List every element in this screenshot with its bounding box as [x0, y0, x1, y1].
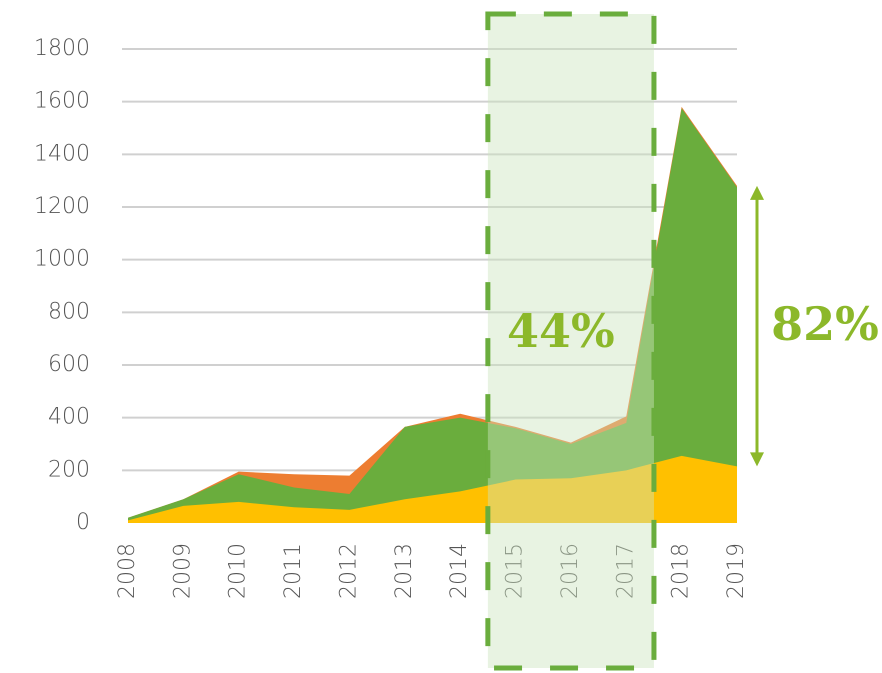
annotation: 44% — [507, 304, 615, 358]
y-tick-label: 800 — [48, 299, 90, 324]
x-tick-label: 2011 — [281, 543, 306, 599]
x-tick-label: 2010 — [226, 543, 251, 599]
arrow-head — [750, 452, 764, 467]
highlight-band — [485, 11, 657, 671]
arrow-head — [750, 185, 764, 200]
x-tick-label: 2012 — [336, 543, 361, 599]
annotation: 82% — [771, 297, 879, 351]
y-tick-label: 1800 — [34, 36, 90, 61]
y-tick-label: 0 — [76, 510, 90, 535]
x-tick-label: 2016 — [558, 543, 583, 599]
y-tick-label: 200 — [48, 457, 90, 482]
y-tick-label: 1400 — [34, 141, 90, 166]
x-tick-label: 2014 — [447, 543, 472, 599]
x-tick-label: 2009 — [170, 543, 195, 599]
y-tick-label: 400 — [48, 405, 90, 430]
y-tick-label: 600 — [48, 352, 90, 377]
x-tick-label: 2017 — [613, 543, 638, 599]
y-tick-label: 1000 — [34, 247, 90, 272]
x-tick-label: 2018 — [669, 543, 694, 599]
x-tick-label: 2015 — [503, 543, 528, 599]
y-tick-label: 1200 — [34, 194, 90, 219]
x-tick-label: 2019 — [724, 543, 749, 599]
x-tick-label: 2013 — [392, 543, 417, 599]
y-tick-label: 1600 — [34, 89, 90, 114]
x-tick-label: 2008 — [115, 543, 140, 599]
area — [128, 455, 737, 523]
